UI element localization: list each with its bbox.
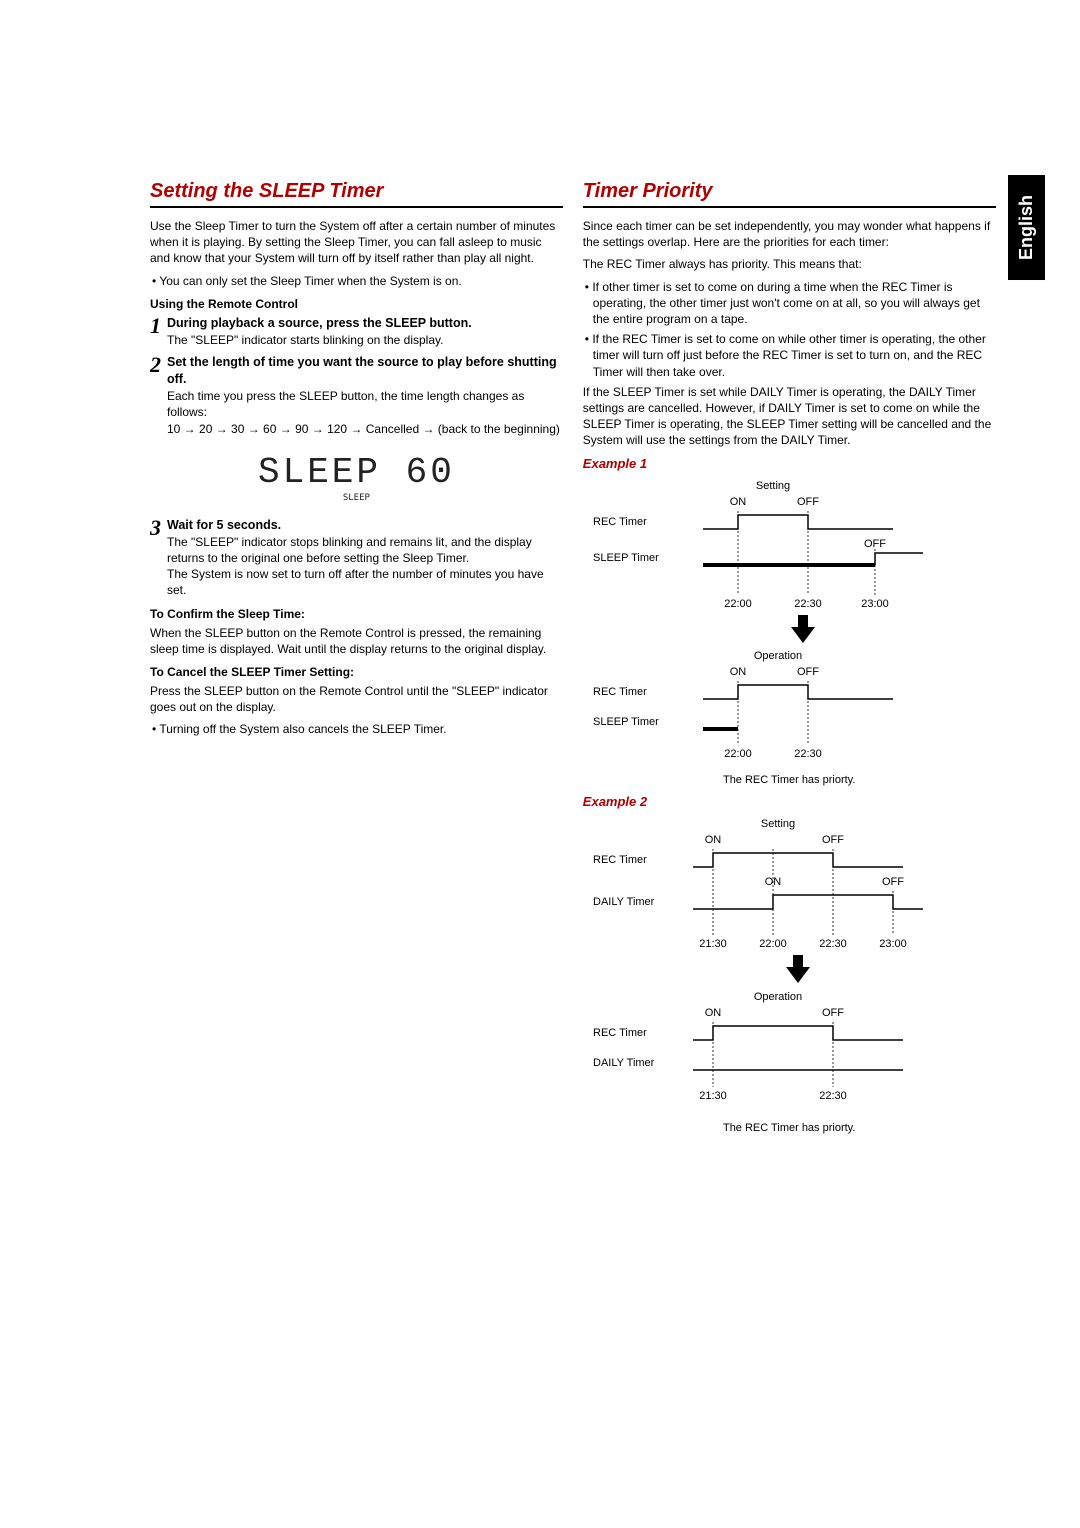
step-1: 1 During playback a source, press the SL… [150, 315, 563, 348]
d2-on-3: ON [705, 1007, 722, 1019]
d1-operation-label: Operation [754, 650, 802, 662]
d2-t2: 22:00 [759, 938, 787, 950]
cancel-heading: To Cancel the SLEEP Timer Setting: [150, 665, 563, 679]
example-1-title: Example 1 [583, 456, 996, 471]
d1-row-sleep-2: SLEEP Timer [593, 716, 659, 728]
d2-t5: 21:30 [699, 1090, 727, 1102]
d1-t3: 23:00 [861, 598, 889, 610]
diagram-example-1: Setting ON OFF REC Timer OFF SLEEP Timer… [583, 477, 943, 767]
section-title-sleep: Setting the SLEEP Timer [150, 180, 563, 208]
d2-on-1: ON [705, 834, 722, 846]
step-2-num: 2 [150, 354, 161, 442]
priority-intro: Since each timer can be set independentl… [583, 218, 996, 250]
d2-t1: 21:30 [699, 938, 727, 950]
d2-row-rec-2: REC Timer [593, 1027, 647, 1039]
d2-off-2: OFF [882, 876, 904, 888]
step-3: 3 Wait for 5 seconds. The "SLEEP" indica… [150, 517, 563, 599]
diagram-example-2: Setting ON OFF REC Timer ON OFF DAILY Ti… [583, 815, 943, 1115]
step-1-num: 1 [150, 315, 161, 348]
d1-t4: 22:00 [724, 748, 752, 760]
d1-row-sleep: SLEEP Timer [593, 552, 659, 564]
confirm-heading: To Confirm the Sleep Time: [150, 607, 563, 621]
d1-off-3: OFF [797, 666, 819, 678]
cancel-text: Press the SLEEP button on the Remote Con… [150, 683, 563, 715]
d1-t5: 22:30 [794, 748, 822, 760]
right-column: Timer Priority Since each timer can be s… [583, 180, 996, 1134]
d1-row-rec: REC Timer [593, 516, 647, 528]
d2-off-1: OFF [822, 834, 844, 846]
d1-off-2: OFF [864, 538, 886, 550]
cancel-note: Turning off the System also cancels the … [150, 721, 563, 737]
d2-t4: 23:00 [879, 938, 907, 950]
page-columns: Setting the SLEEP Timer Use the Sleep Ti… [150, 180, 1010, 1134]
d2-t3: 22:30 [819, 938, 847, 950]
section-title-priority: Timer Priority [583, 180, 996, 208]
left-column: Setting the SLEEP Timer Use the Sleep Ti… [150, 180, 563, 1134]
d1-on-1: ON [730, 496, 747, 508]
d1-on-2: ON [730, 666, 747, 678]
d1-setting-label: Setting [756, 480, 790, 492]
priority-note-1: The REC Timer has priorty. [583, 774, 996, 786]
d2-t6: 22:30 [819, 1090, 847, 1102]
remote-heading: Using the Remote Control [150, 297, 563, 311]
d2-row-daily-2: DAILY Timer [593, 1057, 655, 1069]
priority-note-2: The REC Timer has priorty. [583, 1122, 996, 1134]
d1-t2: 22:30 [794, 598, 822, 610]
d2-operation-label: Operation [754, 991, 802, 1003]
sequence-text: 10 → 20 → 30 → 60 → 90 → 120 → Cancelled… [167, 422, 563, 436]
lcd-text: SLEEP 60 [258, 452, 455, 493]
d2-row-daily: DAILY Timer [593, 896, 655, 908]
step-3-text-2: The System is now set to turn off after … [167, 566, 563, 598]
d2-row-rec: REC Timer [593, 854, 647, 866]
step-3-num: 3 [150, 517, 161, 599]
rec-priority: The REC Timer always has priority. This … [583, 256, 996, 272]
d1-row-rec-2: REC Timer [593, 686, 647, 698]
step-3-text-1: The "SLEEP" indicator stops blinking and… [167, 534, 563, 566]
confirm-text: When the SLEEP button on the Remote Cont… [150, 625, 563, 657]
example-2-title: Example 2 [583, 794, 996, 809]
priority-bullet-2: If the REC Timer is set to come on while… [583, 331, 996, 380]
d2-off-3: OFF [822, 1007, 844, 1019]
note-sleep-on: You can only set the Sleep Timer when th… [150, 273, 563, 289]
step-3-title: Wait for 5 seconds. [167, 517, 563, 534]
sleep-para: If the SLEEP Timer is set while DAILY Ti… [583, 384, 996, 449]
intro-text: Use the Sleep Timer to turn the System o… [150, 218, 563, 267]
d1-t1: 22:00 [724, 598, 752, 610]
step-1-title: During playback a source, press the SLEE… [167, 315, 563, 332]
lcd-display: SLEEP 60 SLEEP [150, 450, 563, 503]
priority-bullet-1: If other timer is set to come on during … [583, 279, 996, 328]
step-1-text: The "SLEEP" indicator starts blinking on… [167, 332, 563, 348]
lcd-sub: SLEEP [150, 493, 563, 503]
step-2: 2 Set the length of time you want the so… [150, 354, 563, 442]
d1-off-1: OFF [797, 496, 819, 508]
d2-setting-label: Setting [761, 818, 795, 830]
step-2-text: Each time you press the SLEEP button, th… [167, 388, 563, 420]
step-2-title: Set the length of time you want the sour… [167, 354, 563, 388]
language-tab: English [1008, 175, 1045, 280]
